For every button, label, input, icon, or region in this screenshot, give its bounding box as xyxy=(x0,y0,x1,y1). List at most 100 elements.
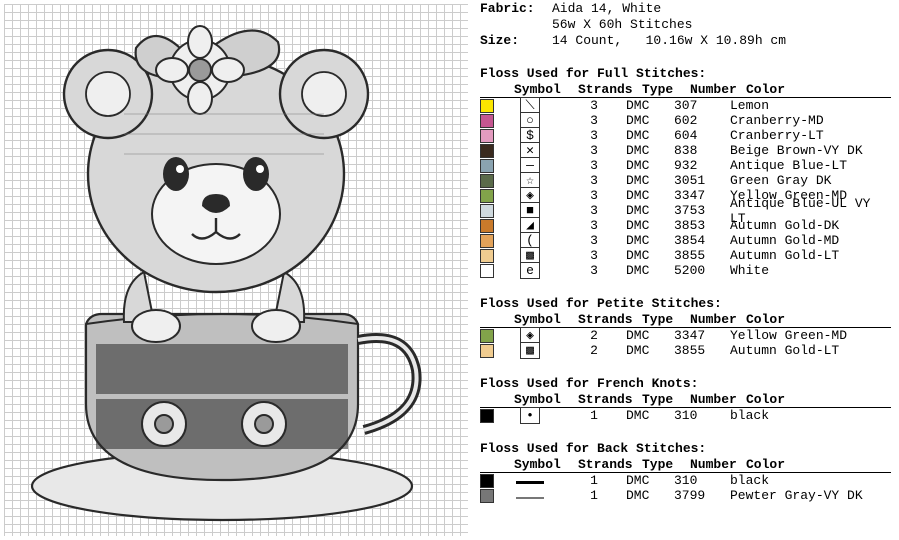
color-cell: White xyxy=(730,263,891,278)
back-title: Floss Used for Back Stitches: xyxy=(480,441,891,456)
symbol-cell xyxy=(498,473,562,488)
type-cell: DMC xyxy=(626,203,674,218)
color-cell: Yellow Green-MD xyxy=(730,328,891,343)
pattern-outline xyxy=(4,4,468,536)
type-cell: DMC xyxy=(626,98,674,113)
line-symbol xyxy=(516,497,544,499)
number-cell: 5200 xyxy=(674,263,730,278)
fabric-row: Fabric: Aida 14, White xyxy=(480,1,891,16)
type-cell: DMC xyxy=(626,233,674,248)
color-cell: Beige Brown-VY DK xyxy=(730,143,891,158)
floss-row: ▩ 2DMC3855Autumn Gold-LT xyxy=(480,343,891,358)
strands-cell: 3 xyxy=(562,173,626,188)
type-cell: DMC xyxy=(626,143,674,158)
color-cell: Autumn Gold-LT xyxy=(730,343,891,358)
number-cell: 3347 xyxy=(674,188,730,203)
full-title: Floss Used for Full Stitches: xyxy=(480,66,891,81)
color-swatch xyxy=(480,204,494,218)
strands-cell: 2 xyxy=(562,328,626,343)
french-title: Floss Used for French Knots: xyxy=(480,376,891,391)
color-swatch xyxy=(480,174,494,188)
floss-row: ◈2DMC3347Yellow Green-MD xyxy=(480,328,891,343)
floss-row: —3DMC932Antique Blue-LT xyxy=(480,158,891,173)
strands-cell: 3 xyxy=(562,263,626,278)
color-swatch xyxy=(480,344,494,358)
number-cell: 3854 xyxy=(674,233,730,248)
number-cell: 3855 xyxy=(674,343,730,358)
floss-row: ⟍3DMC307Lemon xyxy=(480,98,891,113)
floss-row: ☆3DMC3051Green Gray DK xyxy=(480,173,891,188)
fabric-label: Fabric: xyxy=(480,1,552,16)
symbol-cell: e xyxy=(498,262,562,279)
color-swatch xyxy=(480,189,494,203)
color-cell: Cranberry-LT xyxy=(730,128,891,143)
color-swatch xyxy=(480,329,494,343)
type-cell: DMC xyxy=(626,343,674,358)
type-cell: DMC xyxy=(626,473,674,488)
strands-cell: 3 xyxy=(562,98,626,113)
color-swatch xyxy=(480,234,494,248)
number-cell: 604 xyxy=(674,128,730,143)
symbol-cell: ▩ xyxy=(498,342,562,359)
symbol-cell xyxy=(498,488,562,503)
french-rows: •1DMC310black xyxy=(480,408,891,423)
type-cell: DMC xyxy=(626,113,674,128)
floss-row: ○3DMC602Cranberry-MD xyxy=(480,113,891,128)
symbol-glyph: ▩ xyxy=(520,342,540,359)
color-cell: Pewter Gray-VY DK xyxy=(730,488,891,503)
floss-row: (3DMC3854Autumn Gold-MD xyxy=(480,233,891,248)
strands-cell: 3 xyxy=(562,203,626,218)
symbol-glyph: e xyxy=(520,262,540,279)
size-value: 14 Count, 10.16w X 10.89h cm xyxy=(552,33,786,48)
color-swatch xyxy=(480,409,494,423)
type-cell: DMC xyxy=(626,128,674,143)
strands-cell: 1 xyxy=(562,473,626,488)
number-cell: 307 xyxy=(674,98,730,113)
number-cell: 602 xyxy=(674,113,730,128)
color-swatch xyxy=(480,474,494,488)
strands-cell: 3 xyxy=(562,218,626,233)
chart-grid xyxy=(4,4,468,536)
type-cell: DMC xyxy=(626,263,674,278)
color-swatch xyxy=(480,264,494,278)
strands-cell: 3 xyxy=(562,158,626,173)
color-cell: Green Gray DK xyxy=(730,173,891,188)
full-rows: ⟍3DMC307Lemon○3DMC602Cranberry-MD$3DMC60… xyxy=(480,98,891,278)
petite-header: Symbol Strands Type Number Color xyxy=(480,312,891,328)
floss-row: •1DMC310black xyxy=(480,408,891,423)
type-cell: DMC xyxy=(626,248,674,263)
floss-row: ■3DMC3753Antique Blue-UL VY LT xyxy=(480,203,891,218)
color-swatch xyxy=(480,489,494,503)
symbol-cell: • xyxy=(498,407,562,424)
number-cell: 3855 xyxy=(674,248,730,263)
strands-cell: 3 xyxy=(562,113,626,128)
type-cell: DMC xyxy=(626,218,674,233)
floss-row: e 3DMC5200White xyxy=(480,263,891,278)
type-cell: DMC xyxy=(626,408,674,423)
strands-cell: 3 xyxy=(562,128,626,143)
color-cell: Autumn Gold-MD xyxy=(730,233,891,248)
color-cell: Autumn Gold-LT xyxy=(730,248,891,263)
color-cell: Lemon xyxy=(730,98,891,113)
symbol-glyph: • xyxy=(520,407,540,424)
number-cell: 3051 xyxy=(674,173,730,188)
back-rows: 1DMC310black1DMC3799Pewter Gray-VY DK xyxy=(480,473,891,503)
type-cell: DMC xyxy=(626,158,674,173)
strands-cell: 2 xyxy=(562,343,626,358)
color-cell: Cranberry-MD xyxy=(730,113,891,128)
french-header: Symbol Strands Type Number Color xyxy=(480,392,891,408)
strands-cell: 3 xyxy=(562,143,626,158)
color-cell: Antique Blue-LT xyxy=(730,158,891,173)
size-label: Size: xyxy=(480,33,552,48)
type-cell: DMC xyxy=(626,488,674,503)
number-cell: 310 xyxy=(674,473,730,488)
strands-cell: 3 xyxy=(562,248,626,263)
color-cell: black xyxy=(730,408,891,423)
strands-cell: 3 xyxy=(562,188,626,203)
floss-row: 1DMC3799Pewter Gray-VY DK xyxy=(480,488,891,503)
strands-cell: 1 xyxy=(562,408,626,423)
strands-cell: 3 xyxy=(562,233,626,248)
number-cell: 838 xyxy=(674,143,730,158)
strands-cell: 1 xyxy=(562,488,626,503)
number-cell: 3853 xyxy=(674,218,730,233)
